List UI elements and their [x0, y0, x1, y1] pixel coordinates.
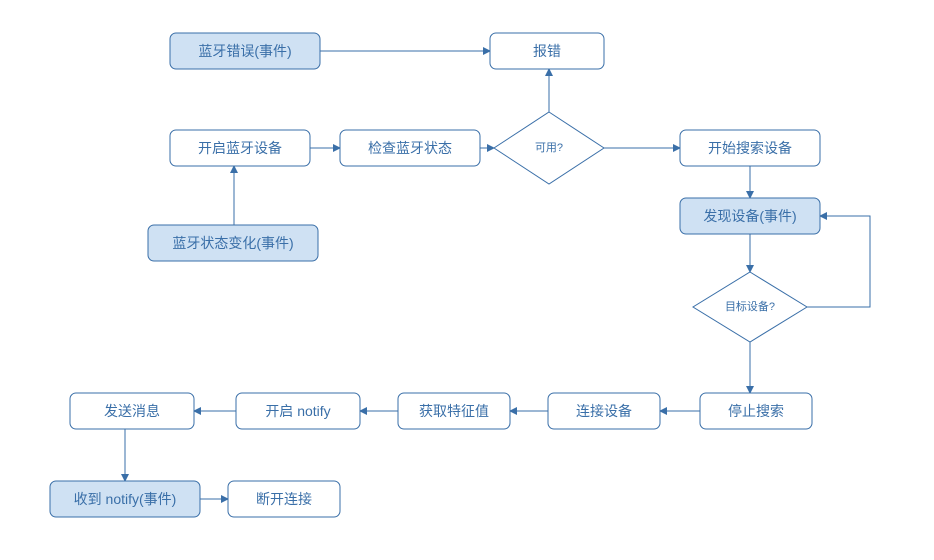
flow-node-open_bt: 开启蓝牙设备 — [170, 130, 310, 166]
flow-node-label: 收到 notify(事件) — [74, 491, 177, 507]
flow-node-recv_notify: 收到 notify(事件) — [50, 481, 200, 517]
flow-node-label: 获取特征值 — [419, 403, 489, 419]
flow-node-label: 开启 notify — [265, 403, 330, 419]
flow-node-stop_search: 停止搜索 — [700, 393, 812, 429]
flow-node-label: 检查蓝牙状态 — [368, 140, 452, 156]
flow-node-label: 发送消息 — [104, 403, 160, 419]
flow-node-target_dev: 目标设备? — [693, 272, 807, 342]
flow-node-found_device: 发现设备(事件) — [680, 198, 820, 234]
flow-node-check_status: 检查蓝牙状态 — [340, 130, 480, 166]
flowchart-canvas: 蓝牙错误(事件) 报错开启蓝牙设备 检查蓝牙状态 可用? 开始搜索设备蓝牙状态变化(事件… — [0, 0, 934, 560]
flow-node-bt_status_chg: 蓝牙状态变化(事件) — [148, 225, 318, 261]
flow-node-label: 可用? — [535, 142, 563, 154]
flow-node-label: 开始搜索设备 — [708, 140, 792, 156]
flow-node-label: 断开连接 — [256, 491, 312, 507]
flow-node-connect_dev: 连接设备 — [548, 393, 660, 429]
flow-node-label: 连接设备 — [576, 403, 632, 419]
flow-node-get_char: 获取特征值 — [398, 393, 510, 429]
flow-node-disconnect: 断开连接 — [228, 481, 340, 517]
flow-node-label: 蓝牙错误(事件) — [198, 43, 291, 59]
flow-node-label: 报错 — [533, 43, 561, 59]
flow-node-usable: 可用? — [494, 112, 604, 184]
flow-node-label: 停止搜索 — [728, 403, 784, 419]
flow-node-label: 开启蓝牙设备 — [198, 140, 282, 156]
flow-node-start_search: 开始搜索设备 — [680, 130, 820, 166]
flow-node-open_notify: 开启 notify — [236, 393, 360, 429]
flow-node-label: 发现设备(事件) — [703, 208, 796, 224]
flow-node-send_msg: 发送消息 — [70, 393, 194, 429]
flow-node-label: 蓝牙状态变化(事件) — [172, 235, 293, 251]
flow-node-bt_error: 蓝牙错误(事件) — [170, 33, 320, 69]
flow-node-label: 目标设备? — [725, 299, 775, 313]
flow-node-report_error: 报错 — [490, 33, 604, 69]
